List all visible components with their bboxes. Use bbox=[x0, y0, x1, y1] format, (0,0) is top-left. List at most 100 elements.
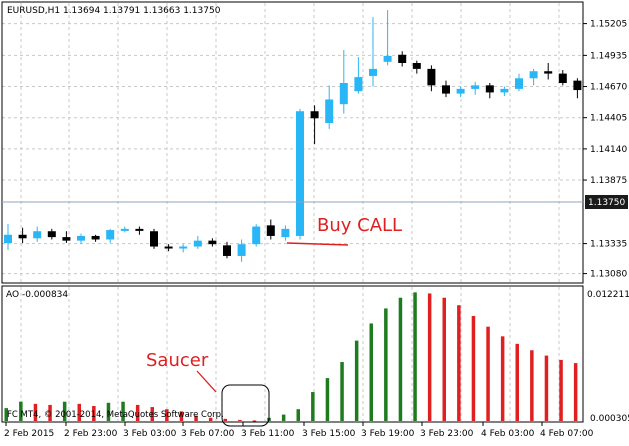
candle-body bbox=[354, 77, 363, 92]
ao-bar bbox=[121, 401, 125, 421]
ao-bar bbox=[77, 403, 81, 421]
candle-body bbox=[325, 99, 334, 123]
candle-body bbox=[544, 71, 553, 74]
ao-bar bbox=[165, 409, 169, 421]
ao-bar bbox=[194, 415, 198, 421]
candle bbox=[544, 63, 553, 80]
saucer-annotation: Saucer bbox=[146, 350, 209, 371]
candle bbox=[62, 231, 71, 243]
ao-bar bbox=[4, 408, 8, 421]
candle bbox=[164, 244, 173, 252]
buy-call-line bbox=[286, 242, 349, 246]
candle-body bbox=[281, 228, 290, 238]
ao-bar bbox=[33, 403, 38, 421]
candle bbox=[281, 225, 290, 241]
candle bbox=[150, 228, 158, 249]
candle-body bbox=[500, 88, 509, 93]
price-axis: 1.15205 1.14935 1.14670 1.14405 1.14140 1.138… bbox=[583, 20, 627, 280]
candle-body bbox=[252, 226, 261, 245]
candle bbox=[573, 78, 582, 99]
saucer-pointer bbox=[196, 370, 217, 393]
candle-body bbox=[208, 240, 217, 245]
price-tick-label: 1.14140 bbox=[590, 145, 627, 155]
ao-bar bbox=[573, 363, 578, 421]
candle bbox=[4, 224, 12, 251]
candle bbox=[106, 228, 115, 243]
candle-body bbox=[106, 230, 115, 240]
time-tick-label: 3 Feb 03:00 bbox=[123, 429, 177, 439]
candle bbox=[500, 86, 509, 96]
ao-bar bbox=[369, 323, 373, 421]
time-tick-label: 2 Feb 23:00 bbox=[64, 429, 118, 439]
candle-body bbox=[266, 225, 275, 236]
ao-bar bbox=[559, 359, 563, 421]
ao-bar bbox=[92, 405, 96, 421]
saucer-box bbox=[221, 384, 270, 427]
candle bbox=[208, 238, 217, 247]
ao-bar bbox=[296, 409, 300, 421]
candle-body bbox=[164, 246, 173, 249]
ao-top-label: 0.012211 bbox=[587, 290, 629, 300]
candle-body bbox=[383, 55, 392, 62]
candle-body bbox=[515, 78, 523, 89]
candle-body bbox=[33, 231, 42, 239]
ao-bar bbox=[471, 315, 476, 421]
buy-call-annotation: Buy CALL bbox=[317, 215, 402, 236]
candle bbox=[515, 73, 523, 92]
ao-bar bbox=[48, 404, 52, 421]
time-tick-label: 3 Feb 23:00 bbox=[420, 429, 474, 439]
ao-bar bbox=[515, 343, 519, 421]
ao-bar bbox=[223, 418, 227, 421]
candle bbox=[354, 57, 363, 94]
candle bbox=[558, 70, 567, 86]
ao-bar bbox=[252, 420, 257, 422]
candle bbox=[471, 81, 480, 95]
ao-histogram bbox=[4, 292, 578, 422]
symbol-header: EURUSD,H1 1.13694 1.13791 1.13663 1.1375… bbox=[7, 6, 221, 16]
price-tick-label: 1.13080 bbox=[590, 270, 627, 280]
ao-bar bbox=[179, 411, 184, 421]
time-tick-label: 3 Feb 07:00 bbox=[181, 429, 235, 439]
ao-bar bbox=[544, 355, 549, 421]
candle-body bbox=[135, 228, 144, 231]
candle-body bbox=[4, 234, 12, 243]
candle bbox=[412, 60, 421, 74]
ao-bar bbox=[340, 362, 344, 421]
ao-panel-frame bbox=[1, 285, 584, 423]
candle-body bbox=[296, 111, 304, 236]
candle bbox=[223, 241, 231, 259]
candle-body bbox=[485, 85, 494, 93]
ao-bar bbox=[427, 293, 432, 421]
candle-body bbox=[369, 68, 377, 76]
grid-lines bbox=[2, 3, 583, 421]
candle bbox=[427, 65, 436, 92]
candle-body bbox=[47, 231, 56, 238]
price-tick-label: 1.14405 bbox=[590, 114, 627, 124]
time-axis: 2 Feb 2015 2 Feb 23:00 3 Feb 03:00 3 Feb 07… bbox=[4, 422, 594, 439]
ao-bar bbox=[530, 350, 534, 421]
candle-body bbox=[237, 244, 246, 256]
ao-bar bbox=[354, 340, 359, 421]
candle bbox=[237, 239, 246, 262]
price-panel-frame bbox=[1, 1, 584, 284]
time-tick-label: 3 Feb 11:00 bbox=[241, 429, 295, 439]
candle-body bbox=[310, 111, 319, 119]
candle-body bbox=[18, 234, 27, 239]
candle bbox=[120, 226, 129, 233]
ao-bar bbox=[62, 401, 67, 421]
candle-body bbox=[573, 80, 582, 91]
candle-body bbox=[558, 73, 567, 83]
candle-body bbox=[150, 231, 158, 247]
time-tick-label: 4 Feb 03:00 bbox=[481, 429, 535, 439]
time-tick-label: 4 Feb 07:00 bbox=[540, 429, 594, 439]
candle-body bbox=[179, 246, 188, 249]
candle-body bbox=[442, 85, 450, 94]
candle bbox=[485, 83, 494, 99]
ao-bar bbox=[208, 417, 213, 421]
ao-bar bbox=[398, 297, 403, 421]
ao-bar bbox=[238, 419, 242, 421]
ao-bar bbox=[486, 326, 490, 421]
candle-body bbox=[456, 88, 465, 94]
